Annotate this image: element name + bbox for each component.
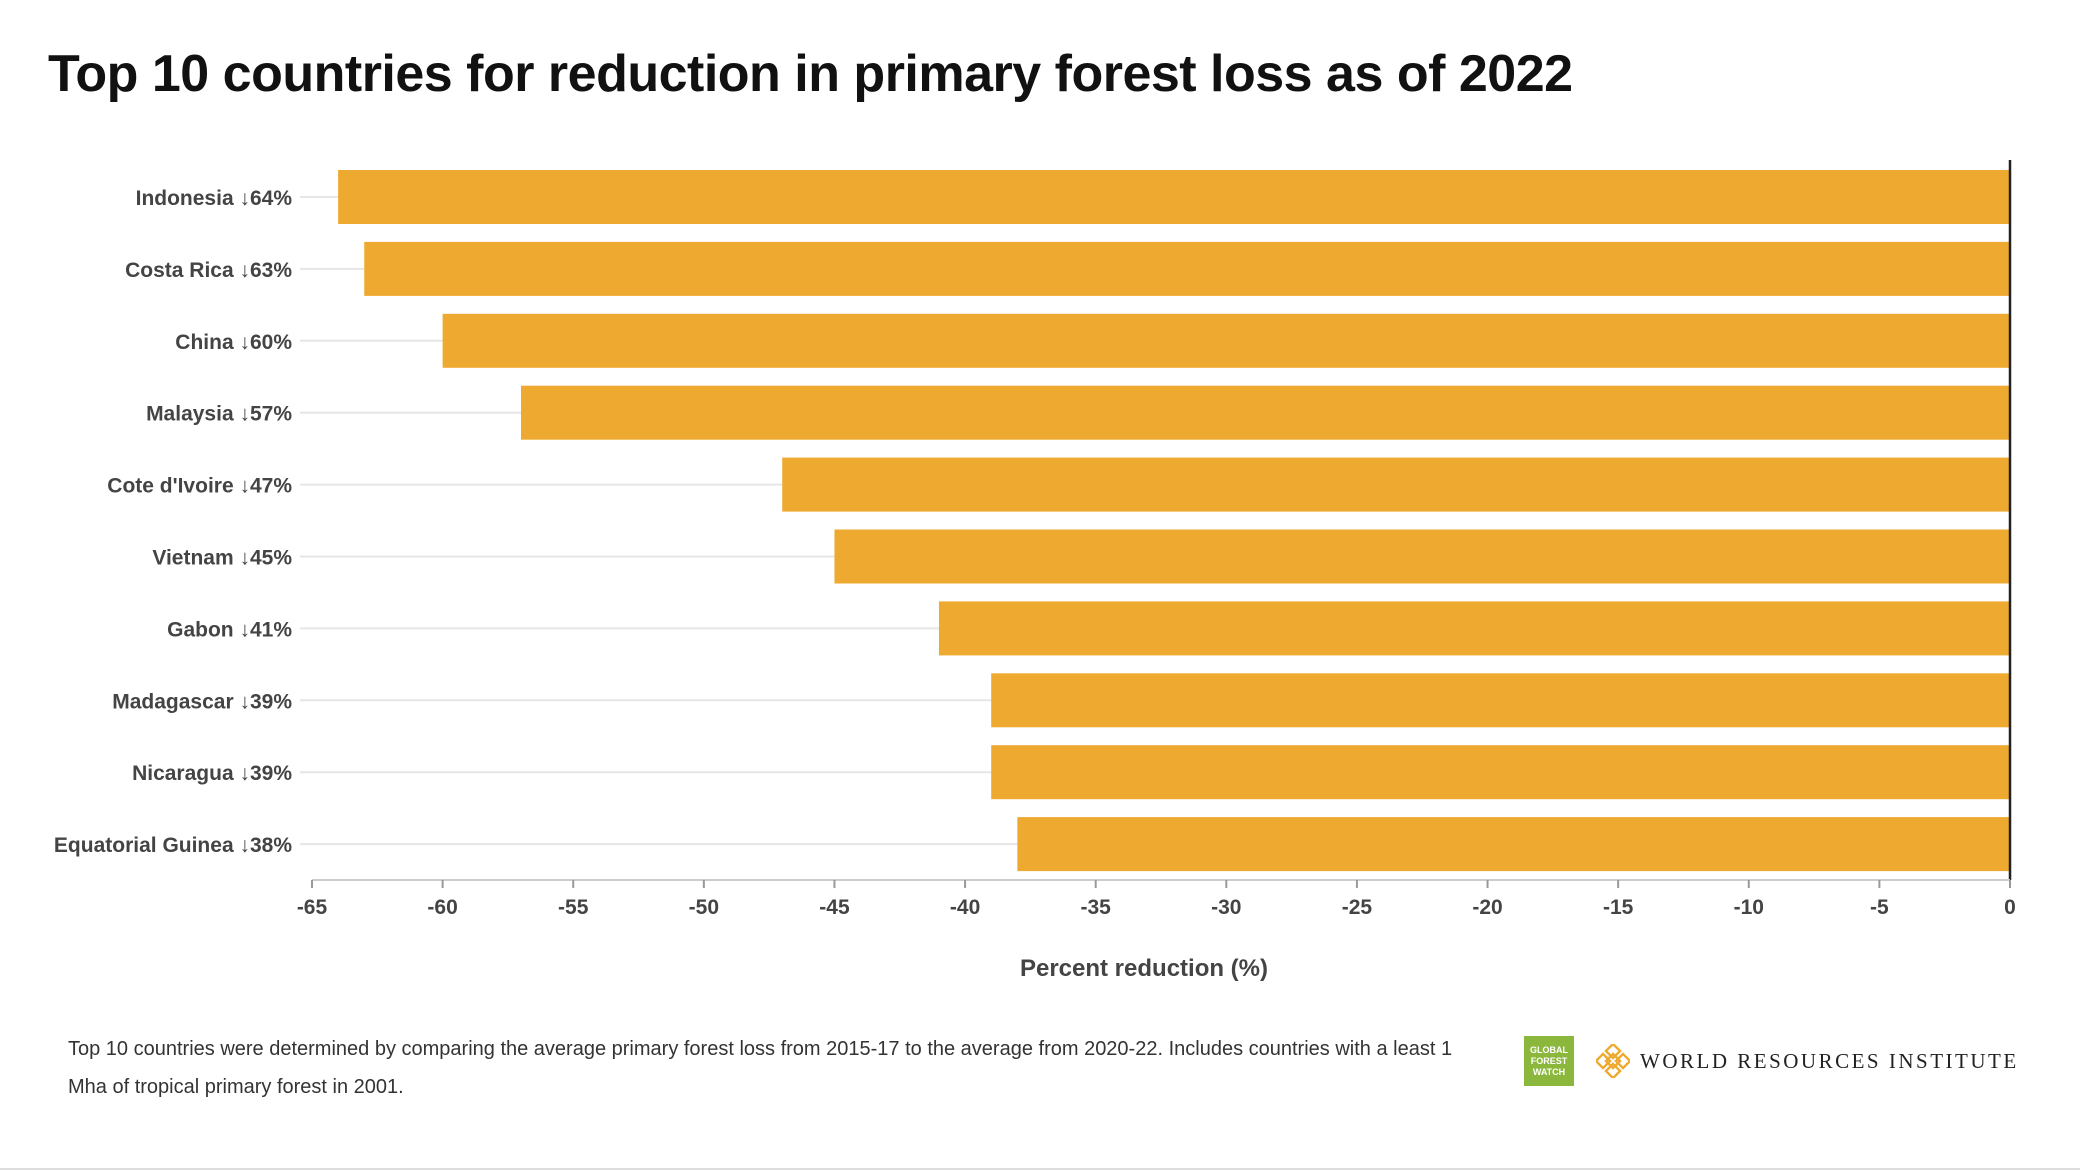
category-labels: Indonesia ↓64% Costa Rica ↓63% China ↓60% M… [54, 187, 292, 857]
wri-emblem-icon [1596, 1044, 1630, 1078]
x-tick-label: -20 [1472, 896, 1502, 919]
x-tick-label: -50 [689, 896, 719, 919]
category-label: Cote d'Ivoire ↓47% [107, 475, 292, 498]
bar [338, 170, 2011, 224]
category-label: China ↓60% [175, 331, 292, 354]
bar [991, 673, 2010, 728]
x-axis-label: Percent reduction (%) [1020, 955, 1268, 982]
x-axis: -65 -60 -55 -50 -45 -40 -35 -30 -25 -20 -15 -10 -5 0 [297, 160, 2016, 919]
bar [991, 745, 2010, 800]
x-tick-label: -55 [558, 896, 589, 919]
bar [520, 385, 2010, 440]
x-tick-label: -5 [1870, 896, 1889, 919]
global-forest-watch-logo: GLOBAL FOREST WATCH [1524, 1036, 1574, 1086]
x-tick-label: -65 [297, 896, 328, 919]
x-tick-label: -40 [950, 896, 980, 919]
wri-logo: WORLD RESOURCES INSTITUTE [1596, 1044, 2019, 1078]
category-label: Equatorial Guinea ↓38% [54, 834, 292, 857]
category-label: Costa Rica ↓63% [125, 259, 292, 282]
category-label: Malaysia ↓57% [146, 403, 292, 426]
x-tick-label: -10 [1734, 896, 1764, 919]
bottom-divider [0, 1168, 2080, 1170]
bar [834, 529, 2010, 584]
x-tick-label: -60 [427, 896, 457, 919]
category-label: Vietnam ↓45% [152, 547, 292, 570]
wri-name: WORLD RESOURCES INSTITUTE [1640, 1048, 2019, 1073]
bar [442, 313, 2011, 368]
x-tick-label: -35 [1081, 896, 1112, 919]
category-label: Madagascar ↓39% [112, 690, 292, 713]
category-label: Indonesia ↓64% [136, 187, 293, 210]
chart-title: Top 10 countries for reduction in primar… [48, 45, 1573, 103]
x-tick-label: 0 [2004, 896, 2016, 919]
footnote: Top 10 countries were determined by comp… [68, 1038, 1453, 1098]
x-tick-label: -45 [819, 896, 850, 919]
x-tick-label: -25 [1342, 896, 1373, 919]
bar [1017, 817, 2010, 872]
x-tick-label: -15 [1603, 896, 1634, 919]
bar [364, 241, 2011, 296]
bar [938, 601, 2010, 656]
bar [782, 457, 2011, 512]
x-tick-label: -30 [1211, 896, 1241, 919]
category-label: Nicaragua ↓39% [132, 762, 292, 785]
bar-chart: Indonesia ↓64% Costa Rica ↓63% China ↓60% M… [54, 160, 2016, 982]
bars [338, 170, 2011, 872]
category-label: Gabon ↓41% [167, 618, 292, 641]
